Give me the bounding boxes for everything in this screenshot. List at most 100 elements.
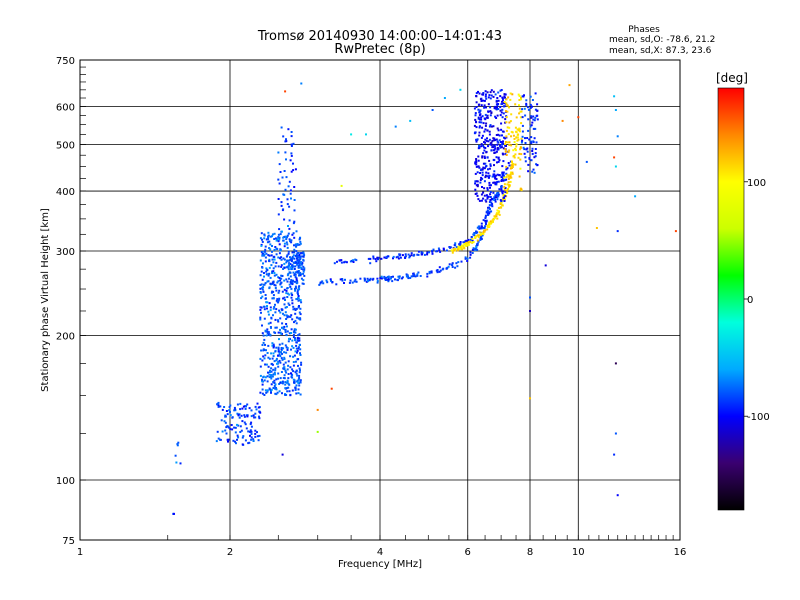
cluster-point xyxy=(275,273,278,276)
spread-point xyxy=(501,141,504,144)
cluster-point xyxy=(233,406,236,409)
spread-point xyxy=(481,134,484,137)
cluster-point xyxy=(290,152,293,155)
spread-point xyxy=(495,108,498,111)
cluster-point xyxy=(294,168,297,171)
colorbar-tick-label: -100 xyxy=(747,412,770,423)
cluster-point xyxy=(263,272,265,274)
spread-point xyxy=(481,174,484,177)
spread-point xyxy=(521,124,524,127)
trace-point xyxy=(435,250,438,253)
trace-point xyxy=(510,171,512,174)
cluster-point xyxy=(239,408,242,411)
trace-point xyxy=(509,175,512,178)
cluster-point xyxy=(290,135,293,138)
trace-point xyxy=(497,193,500,196)
cluster-point xyxy=(278,243,281,246)
spread-point xyxy=(480,100,483,102)
cluster-point xyxy=(287,185,290,188)
spread-point xyxy=(501,192,504,195)
spread-point xyxy=(518,112,521,115)
cluster-point xyxy=(269,333,272,336)
cluster-point xyxy=(267,332,270,335)
cluster-point xyxy=(285,235,287,238)
trace-point xyxy=(426,272,429,275)
cluster-point xyxy=(293,248,296,251)
cluster-point xyxy=(245,427,248,430)
cluster-point xyxy=(279,233,282,236)
trace-point xyxy=(475,245,478,248)
spread-point xyxy=(481,156,484,159)
spread-point xyxy=(490,143,493,146)
trace-point xyxy=(353,280,356,283)
cluster-point xyxy=(298,259,300,262)
cluster-point xyxy=(268,259,270,262)
trace-point xyxy=(383,275,386,278)
cluster-point xyxy=(227,426,230,429)
cluster-point xyxy=(274,246,277,248)
spread-point xyxy=(536,114,539,117)
spread-point xyxy=(499,89,502,92)
cluster-point xyxy=(228,409,231,412)
cluster-point xyxy=(260,270,263,273)
trace-point xyxy=(509,180,512,183)
cluster-point xyxy=(250,415,253,418)
trace-point xyxy=(471,252,474,254)
trace-point xyxy=(329,278,332,281)
trace-point xyxy=(485,223,487,226)
cluster-point xyxy=(250,425,253,428)
cluster-point xyxy=(232,439,235,442)
y-tick-label: 600 xyxy=(56,103,75,114)
cluster-point xyxy=(237,424,240,427)
spread-point xyxy=(500,146,503,149)
spread-point xyxy=(485,139,488,142)
cluster-point xyxy=(281,358,284,361)
spread-point xyxy=(524,160,527,163)
y-axis-label: Stationary phase Virtual Height [km] xyxy=(40,208,51,392)
cluster-point xyxy=(268,357,271,360)
trace-point xyxy=(384,278,387,281)
spread-point xyxy=(491,175,494,178)
spread-point xyxy=(506,104,509,107)
cluster-point xyxy=(297,358,300,361)
cluster-point xyxy=(298,243,301,246)
cluster-point xyxy=(259,374,262,377)
cluster-point xyxy=(275,239,278,242)
trace-point xyxy=(325,279,328,282)
cluster-point xyxy=(272,261,275,264)
trace-point xyxy=(498,188,501,191)
trace-point xyxy=(484,225,487,228)
cluster-point xyxy=(268,302,271,305)
spread-point xyxy=(485,122,488,125)
spread-point xyxy=(533,137,536,140)
cluster-point xyxy=(282,208,285,211)
cluster-point xyxy=(271,250,273,253)
cluster-point xyxy=(274,326,277,329)
spread-point xyxy=(502,147,505,150)
spread-point xyxy=(497,156,500,159)
cluster-point xyxy=(272,346,275,349)
trace-point xyxy=(404,255,407,258)
cluster-point xyxy=(294,337,296,340)
spread-point xyxy=(502,99,504,102)
cluster-point xyxy=(270,377,273,380)
cluster-point xyxy=(296,339,299,342)
cluster-point xyxy=(288,304,291,306)
isolated-point xyxy=(613,453,616,456)
cluster-point xyxy=(287,272,290,275)
spread-point xyxy=(482,191,485,194)
trace-point xyxy=(453,244,456,247)
trace-point xyxy=(438,270,441,273)
cluster-point xyxy=(292,364,295,367)
spread-point xyxy=(498,139,501,142)
cluster-point xyxy=(297,264,300,267)
spread-point xyxy=(475,121,478,124)
spread-point xyxy=(520,98,522,101)
cluster-point xyxy=(268,387,271,390)
spread-point xyxy=(486,91,489,94)
cluster-point xyxy=(297,364,299,367)
cluster-point xyxy=(264,343,266,346)
isolated-point xyxy=(595,227,598,229)
spread-point xyxy=(475,101,478,104)
spread-point xyxy=(486,137,488,140)
